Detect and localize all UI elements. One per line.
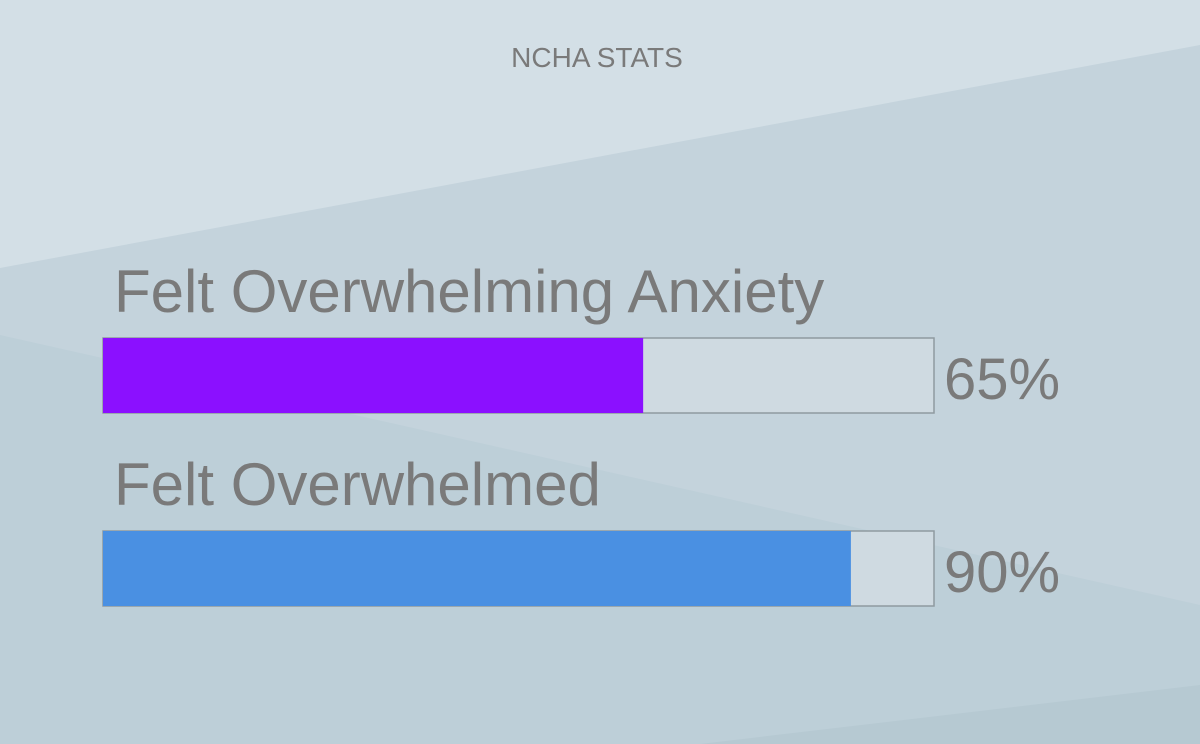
bar-label: Felt Overwhelming Anxiety <box>114 258 824 325</box>
bar-label: Felt Overwhelmed <box>114 451 601 518</box>
value-label: 90% <box>944 540 1060 605</box>
chart-title: NCHA STATS <box>511 42 683 73</box>
value-label: 65% <box>944 347 1060 412</box>
bar <box>103 338 644 413</box>
background-shape <box>700 685 1200 744</box>
background-shape <box>0 0 1200 268</box>
bars: Felt Overwhelming Anxiety 65% Felt Overwhe… <box>102 258 1060 607</box>
bar <box>103 531 851 606</box>
